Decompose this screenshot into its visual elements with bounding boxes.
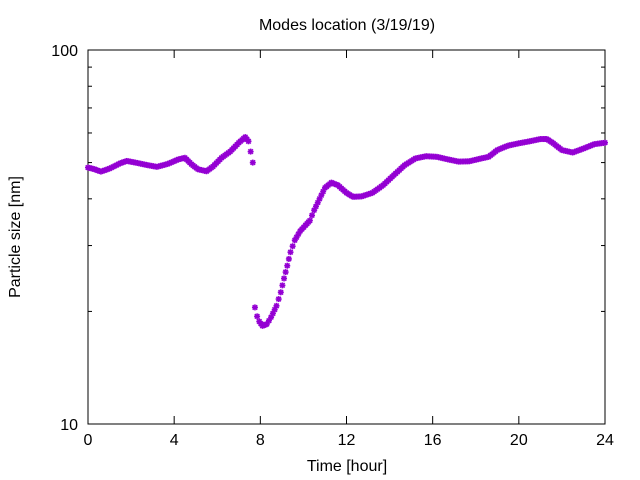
chart-title: Modes location (3/19/19): [259, 17, 435, 34]
x-tick-label: 8: [256, 432, 265, 449]
data-point: [287, 249, 294, 256]
axis-ticks: [87, 49, 606, 425]
data-point: [306, 217, 313, 224]
data-point: [284, 262, 291, 269]
y-tick-label: 10: [60, 417, 78, 434]
x-tick-label: 20: [510, 432, 528, 449]
x-tick-label: 24: [596, 432, 614, 449]
data-point: [602, 139, 608, 146]
data-point: [277, 289, 284, 296]
data-point: [254, 313, 261, 320]
data-point: [279, 282, 286, 289]
x-tick-label: 16: [424, 432, 442, 449]
x-tick-label: 12: [338, 432, 356, 449]
x-axis-label: Time [hour]: [307, 458, 387, 475]
data-point: [249, 159, 256, 166]
x-tick-label: 4: [170, 432, 179, 449]
data-point: [282, 269, 289, 276]
data-point: [289, 243, 296, 250]
data-point: [285, 255, 292, 262]
data-point: [245, 138, 252, 145]
x-tick-label: 0: [84, 432, 93, 449]
x-tick-labels: 0 4 8 12 16 20 24: [84, 432, 614, 449]
y-tick-label: 100: [51, 43, 78, 60]
data-points: [85, 134, 608, 329]
data-point: [281, 275, 288, 282]
y-axis-label: Particle size [nm]: [7, 176, 24, 298]
data-point: [273, 302, 280, 309]
data-point: [251, 304, 258, 311]
plot-frame: [87, 49, 606, 425]
y-tick-labels: 10 100: [51, 43, 78, 434]
data-point: [275, 296, 282, 303]
data-point: [309, 212, 316, 219]
data-point: [247, 148, 254, 155]
